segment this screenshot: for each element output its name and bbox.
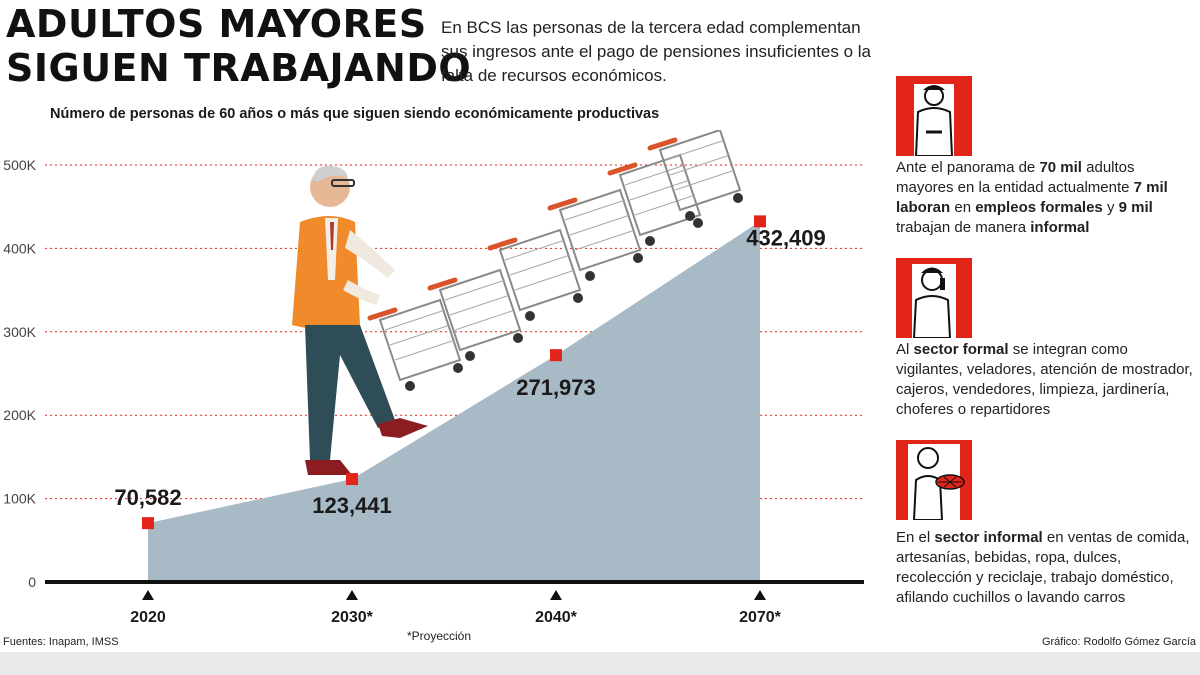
cart-icon	[607, 153, 703, 246]
projection-note: *Proyección	[407, 629, 472, 643]
x-axis-labels: 2020 2030* 2040* 2070*	[130, 609, 781, 626]
y-tick-label: 400K	[3, 240, 36, 256]
x-tick-marker	[142, 590, 154, 600]
y-tick-label: 500K	[3, 157, 36, 173]
cart-icon	[647, 130, 743, 221]
data-value-label: 70,582	[114, 485, 181, 510]
y-tick-label: 100K	[3, 491, 36, 507]
x-tick-label: 2070*	[739, 609, 782, 626]
cart-icon	[367, 298, 463, 391]
area-chart: 0 100K 200K 300K 400K 500K 70,582 123,441 271,9…	[3, 130, 864, 626]
data-marker	[346, 473, 358, 486]
data-marker	[550, 349, 562, 362]
data-marker	[754, 215, 766, 228]
shopping-carts-icon	[367, 130, 743, 391]
data-value-label: 432,409	[746, 225, 826, 250]
page-title: ADULTOS MAYORES SIGUEN TRABAJANDO	[6, 2, 472, 90]
data-value-labels: 70,582 123,441 271,973 432,409	[114, 225, 825, 518]
y-tick-label: 300K	[3, 324, 36, 340]
graphic-credit: Gráfico: Rodolfo Gómez García	[1041, 636, 1196, 648]
elderly-man-icon	[292, 165, 428, 475]
note-formal-sector: Al sector formal se integran como vigila…	[896, 341, 1193, 418]
food-vendor-icon	[896, 440, 972, 521]
data-marker	[142, 517, 154, 530]
data-value-label: 271,973	[516, 375, 596, 400]
data-markers	[142, 215, 766, 530]
x-tick-label: 2030*	[331, 609, 374, 626]
title-line-1: ADULTOS MAYORES	[6, 2, 427, 46]
security-guard-icon	[896, 76, 972, 157]
bottom-band	[0, 652, 1200, 675]
x-tick-label: 2020	[130, 609, 166, 626]
title-line-2: SIGUEN TRABAJANDO	[6, 46, 472, 90]
y-axis-labels: 0 100K 200K 300K 400K 500K	[3, 157, 36, 590]
data-value-label: 123,441	[312, 493, 392, 518]
x-tick-marker	[550, 590, 562, 600]
y-tick-label: 200K	[3, 407, 36, 423]
x-tick-marker	[346, 590, 358, 600]
intro-text: En BCS las personas de la tercera edad c…	[441, 18, 872, 85]
y-tick-label: 0	[28, 574, 36, 590]
sources-note: Fuentes: Inapam, IMSS	[3, 636, 119, 648]
x-tick-label: 2040*	[535, 609, 578, 626]
cart-icon	[547, 188, 643, 281]
elderly-man-pushing-carts-illustration	[292, 130, 743, 475]
data-area	[148, 221, 760, 582]
worker-on-phone-icon	[896, 258, 972, 339]
x-tick-marker	[754, 590, 766, 600]
note-informal-sector: En el sector informal en ventas de comid…	[896, 529, 1190, 606]
note-overview: Ante el panorama de 70 mil adultos mayor…	[896, 159, 1168, 236]
cart-icon	[427, 268, 523, 361]
x-axis-ticks	[142, 590, 766, 600]
chart-subtitle: Número de personas de 60 años o más que …	[50, 106, 660, 122]
cart-icon	[487, 228, 583, 321]
